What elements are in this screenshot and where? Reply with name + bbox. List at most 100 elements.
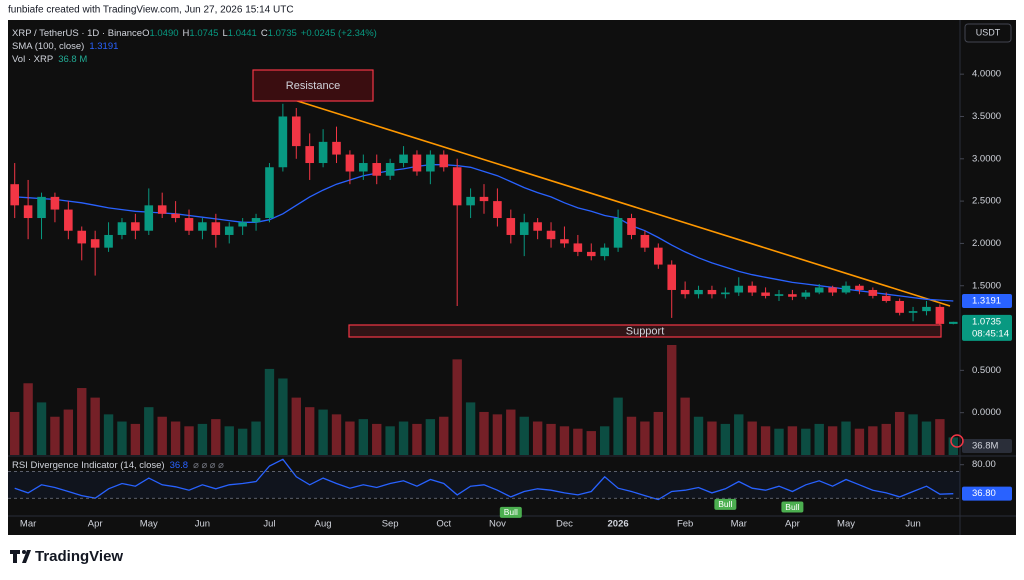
candle-body xyxy=(694,289,703,295)
volume-bar xyxy=(398,421,409,455)
volume-bar xyxy=(774,428,784,455)
bull-signal xyxy=(714,498,737,510)
candle-body xyxy=(801,292,811,297)
candle-body xyxy=(546,230,556,240)
volume-axis-label: 36.8M xyxy=(972,441,998,452)
volume-bar xyxy=(304,407,315,455)
trendline xyxy=(271,92,951,307)
candle-body xyxy=(908,311,918,313)
support-label: Support xyxy=(626,325,665,337)
volume-bar xyxy=(787,426,798,455)
currency-button[interactable] xyxy=(964,23,1012,43)
candle-body xyxy=(77,230,87,244)
candle-body xyxy=(761,292,770,296)
rsi-name: RSI Divergence Indicator (14, close) xyxy=(12,460,165,471)
volume-bar xyxy=(211,419,221,455)
rsi-line xyxy=(14,458,954,501)
candle-body xyxy=(841,285,851,293)
candle-body xyxy=(359,163,368,172)
candle-body xyxy=(10,184,19,206)
volume-bar xyxy=(599,426,610,455)
candle-body xyxy=(707,289,717,295)
alert-icon xyxy=(950,434,964,448)
volume-bar xyxy=(184,426,194,455)
candle-body xyxy=(372,163,382,176)
volume-bar xyxy=(197,423,208,455)
candle-body xyxy=(747,285,757,293)
last-price-label-box xyxy=(962,314,1012,341)
x-tick-label: Dec xyxy=(556,519,573,530)
volume-bar xyxy=(77,388,87,455)
volume-name: Vol · XRP xyxy=(12,54,53,65)
ohlc-label: L xyxy=(222,28,227,39)
bull-signal xyxy=(781,501,804,513)
candle-body xyxy=(90,239,100,248)
volume-bar xyxy=(680,397,690,455)
volume-bar xyxy=(479,411,489,455)
candle-body xyxy=(278,116,288,168)
rsi-band-fill xyxy=(8,471,960,499)
volume-bar xyxy=(573,428,583,455)
currency[interactable]: USDT xyxy=(976,27,1001,37)
y-tick-label: 3.0000 xyxy=(972,153,1001,164)
volume-bar xyxy=(894,411,905,455)
candle-body xyxy=(318,141,328,164)
volume-bar xyxy=(237,428,248,455)
candle-body xyxy=(452,167,462,206)
rsi-value: 36.8 xyxy=(170,460,189,471)
candle-body xyxy=(814,287,824,293)
volume-bar xyxy=(63,409,74,455)
volume-bar xyxy=(278,378,288,455)
chart-background xyxy=(8,20,1016,535)
y-tick-label: 2.5000 xyxy=(972,196,1001,207)
candle-body xyxy=(104,234,113,248)
ohlc-value: 1.0441 xyxy=(228,28,257,39)
support-box xyxy=(348,324,942,338)
volume-bar xyxy=(532,421,543,455)
sma-price-label-box xyxy=(962,294,1012,309)
volume-bar xyxy=(519,416,529,455)
candle-body xyxy=(291,116,301,147)
volume-bar xyxy=(921,421,932,455)
candle-body xyxy=(613,218,623,248)
candle-body xyxy=(157,205,167,214)
y-tick-label: 0.0000 xyxy=(972,407,1001,418)
volume-bar xyxy=(613,397,623,455)
rsi-legend: RSI Divergence Indicator (14, close) 36.8… xyxy=(12,460,224,471)
candle-body xyxy=(64,209,73,231)
y-tick-label: 4.0000 xyxy=(972,69,1001,80)
volume-bar xyxy=(868,426,878,455)
x-tick-label: May xyxy=(837,519,855,530)
candle-body xyxy=(506,218,516,235)
sma-price-label: 1.3191 xyxy=(972,296,1001,307)
sma-line xyxy=(14,164,954,302)
candle-body xyxy=(131,222,140,231)
x-tick-label: May xyxy=(140,519,158,530)
legend-title: XRP / TetherUS · 1D · BinanceO1.0490 H1.0… xyxy=(12,28,377,39)
volume-bar xyxy=(814,423,824,455)
volume-bar xyxy=(827,426,838,455)
y-tick-label: 2.0000 xyxy=(972,238,1001,249)
ohlc-value: 1.0745 xyxy=(189,28,218,39)
volume-bar xyxy=(465,402,476,455)
volume-bar xyxy=(251,421,261,455)
volume-bar xyxy=(412,423,422,455)
candle-body xyxy=(332,141,341,155)
volume-bar xyxy=(626,416,637,455)
volume-bar xyxy=(854,428,865,455)
volume-bar xyxy=(640,421,650,455)
bull-signal xyxy=(499,506,522,518)
brand-logo xyxy=(10,550,31,563)
volume-bar xyxy=(760,426,771,455)
volume-bar xyxy=(546,423,556,455)
candle-body xyxy=(224,226,234,235)
volume-bar xyxy=(881,423,891,455)
ohlc-label: C xyxy=(261,28,268,39)
candle-body xyxy=(774,294,784,296)
candle-body xyxy=(479,196,489,202)
candle-body xyxy=(949,321,958,324)
volume-bar xyxy=(720,423,731,455)
ohlc: O1.0490 H1.0745 L1.0441 C1.0735 xyxy=(142,28,297,39)
rsi-price-label: 36.80 xyxy=(972,488,996,499)
